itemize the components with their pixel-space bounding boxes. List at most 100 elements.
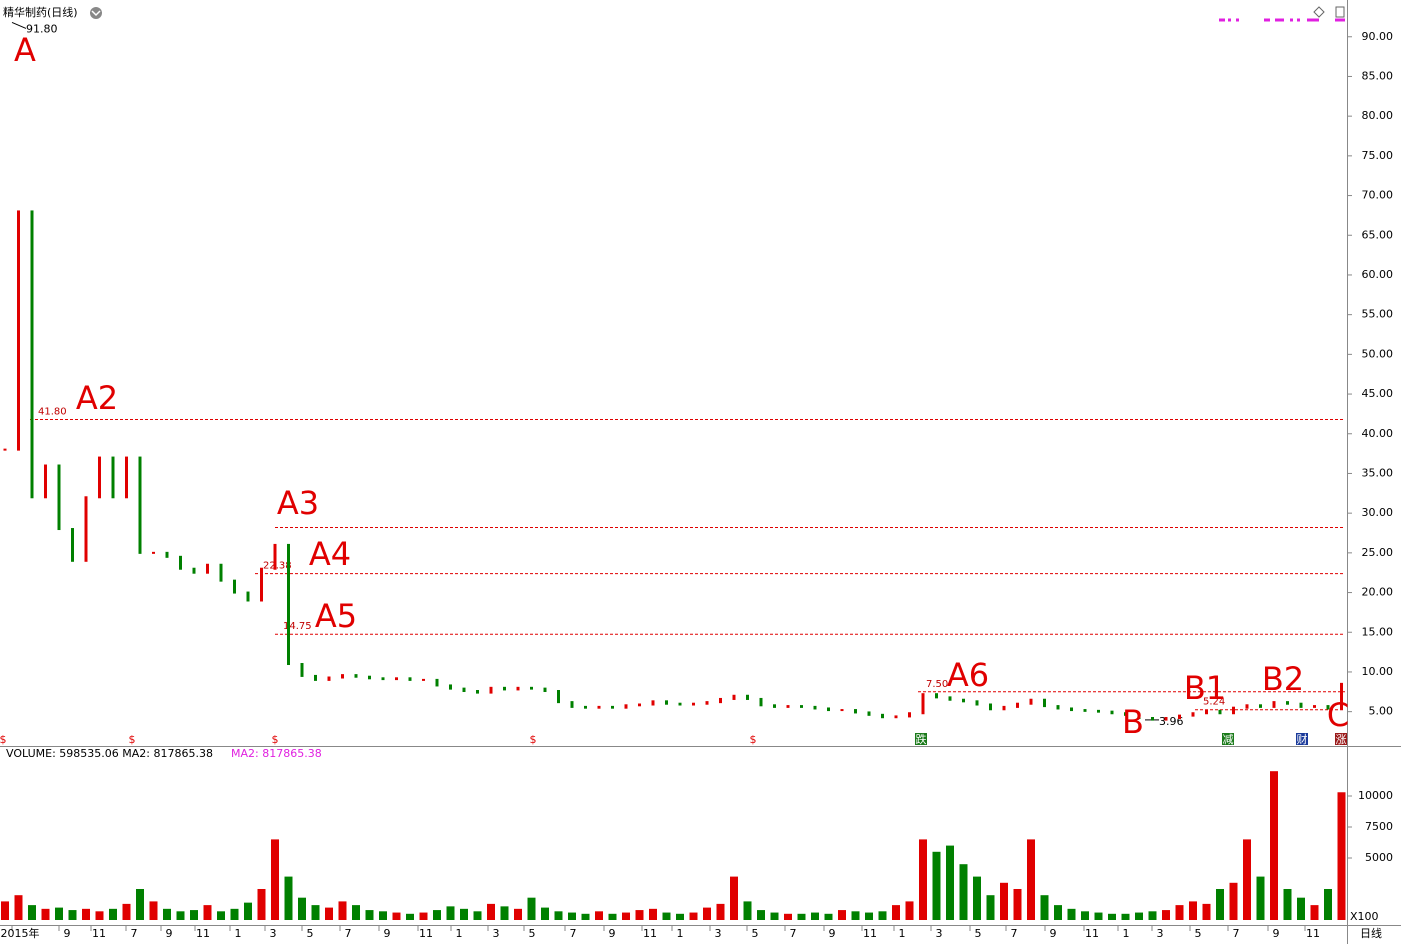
candle	[192, 567, 196, 574]
candle	[759, 697, 763, 707]
window-icon[interactable]	[1335, 6, 1345, 18]
candle	[449, 684, 452, 690]
annotation: B2	[1262, 660, 1304, 698]
candle	[692, 702, 695, 706]
candle	[179, 555, 182, 570]
candle	[260, 567, 263, 602]
volume-bar	[392, 912, 401, 920]
candle	[44, 464, 47, 499]
candle	[773, 704, 776, 708]
candle	[894, 715, 898, 719]
volume-bar	[649, 908, 657, 920]
event-marker[interactable]: 减	[1223, 733, 1234, 746]
event-box	[915, 733, 927, 745]
event-marker[interactable]: 跌	[916, 732, 927, 746]
candle	[827, 707, 830, 712]
candle	[948, 696, 952, 701]
candle	[138, 456, 142, 554]
candle	[867, 711, 871, 716]
volume-bar	[824, 913, 833, 920]
candle	[881, 713, 884, 719]
volume-bar	[460, 908, 468, 920]
candle	[1178, 714, 1181, 720]
y-tick-label: 45.00	[1362, 387, 1394, 400]
candle	[125, 456, 128, 499]
volume-bar	[703, 907, 711, 920]
candle	[746, 694, 749, 700]
volume-bar	[298, 897, 306, 920]
event-marker[interactable]: $	[750, 733, 757, 746]
y-tick-label: 10.00	[1362, 665, 1394, 678]
annotation: A2	[76, 379, 118, 417]
volume-bar	[581, 913, 590, 920]
volume-bar	[311, 905, 320, 920]
x-tick-label: 1	[899, 927, 906, 940]
volume-bar	[1135, 912, 1143, 920]
volume-bar	[203, 905, 212, 920]
event-marker[interactable]: 财	[1297, 732, 1308, 746]
volume-bar	[1243, 839, 1251, 920]
event-marker[interactable]: $	[272, 733, 279, 746]
candle	[246, 591, 250, 602]
y-tick-label: 50.00	[1362, 347, 1394, 360]
volume-legend: VOLUME: 598535.06 MA2: 817865.38	[6, 747, 213, 760]
volume-bar	[1081, 911, 1089, 920]
volume-bar	[1000, 882, 1008, 920]
candle	[273, 543, 277, 570]
volume-bar	[838, 910, 846, 920]
candle	[557, 690, 560, 704]
volume-bar	[41, 908, 50, 920]
event-box	[1296, 733, 1308, 745]
title-menu[interactable]	[90, 7, 102, 19]
diamond-icon[interactable]	[1313, 6, 1325, 18]
candle	[84, 496, 88, 562]
volume-bar	[325, 907, 333, 920]
candle	[422, 678, 425, 681]
annotation: A	[14, 31, 36, 69]
candle	[975, 700, 979, 706]
candle	[1110, 710, 1114, 715]
candle	[611, 705, 614, 709]
candle	[152, 551, 155, 554]
y-tick-label: 35.00	[1362, 466, 1394, 479]
y-tick-label: 5000	[1365, 851, 1393, 864]
volume-bar	[1324, 888, 1332, 920]
volume-bar	[514, 908, 522, 920]
x-tick-label: 9	[384, 927, 391, 940]
x-tick-label: 9	[829, 927, 836, 940]
volume-bar	[770, 912, 779, 920]
candle	[597, 705, 601, 709]
candle	[354, 674, 358, 678]
event-marker[interactable]: $	[129, 733, 136, 746]
x-tick-label: 11	[1306, 927, 1320, 940]
candle	[1137, 713, 1141, 720]
volume-bar	[865, 912, 873, 920]
candle	[1259, 704, 1262, 708]
candle	[1326, 705, 1330, 710]
x-tick-label: 7	[131, 927, 138, 940]
annotation: B	[1122, 703, 1144, 741]
y-tick-label: 70.00	[1362, 189, 1394, 202]
candle	[1245, 704, 1249, 709]
volume-bar	[986, 895, 995, 920]
volume-bar	[338, 901, 347, 920]
candle	[1232, 706, 1235, 715]
x-tick-label: 3	[1157, 927, 1164, 940]
volume-bar	[622, 912, 630, 920]
volume-bar	[554, 911, 563, 920]
event-marker[interactable]: $	[530, 733, 537, 746]
volume-bar	[1094, 912, 1103, 920]
candle	[435, 678, 439, 687]
volume-bar	[419, 912, 428, 920]
event-marker[interactable]: 涨	[1336, 733, 1347, 746]
x-tick-label: 1	[235, 927, 242, 940]
annotation: B1	[1184, 669, 1226, 707]
candle	[111, 456, 115, 499]
point-arrow	[11, 22, 27, 29]
candle	[665, 700, 668, 705]
annotation: A4	[309, 535, 351, 573]
volume-bar	[743, 901, 752, 920]
reference-label: 14.75	[283, 621, 312, 632]
y-tick-label: 40.00	[1362, 427, 1394, 440]
event-marker[interactable]: $	[0, 733, 7, 746]
